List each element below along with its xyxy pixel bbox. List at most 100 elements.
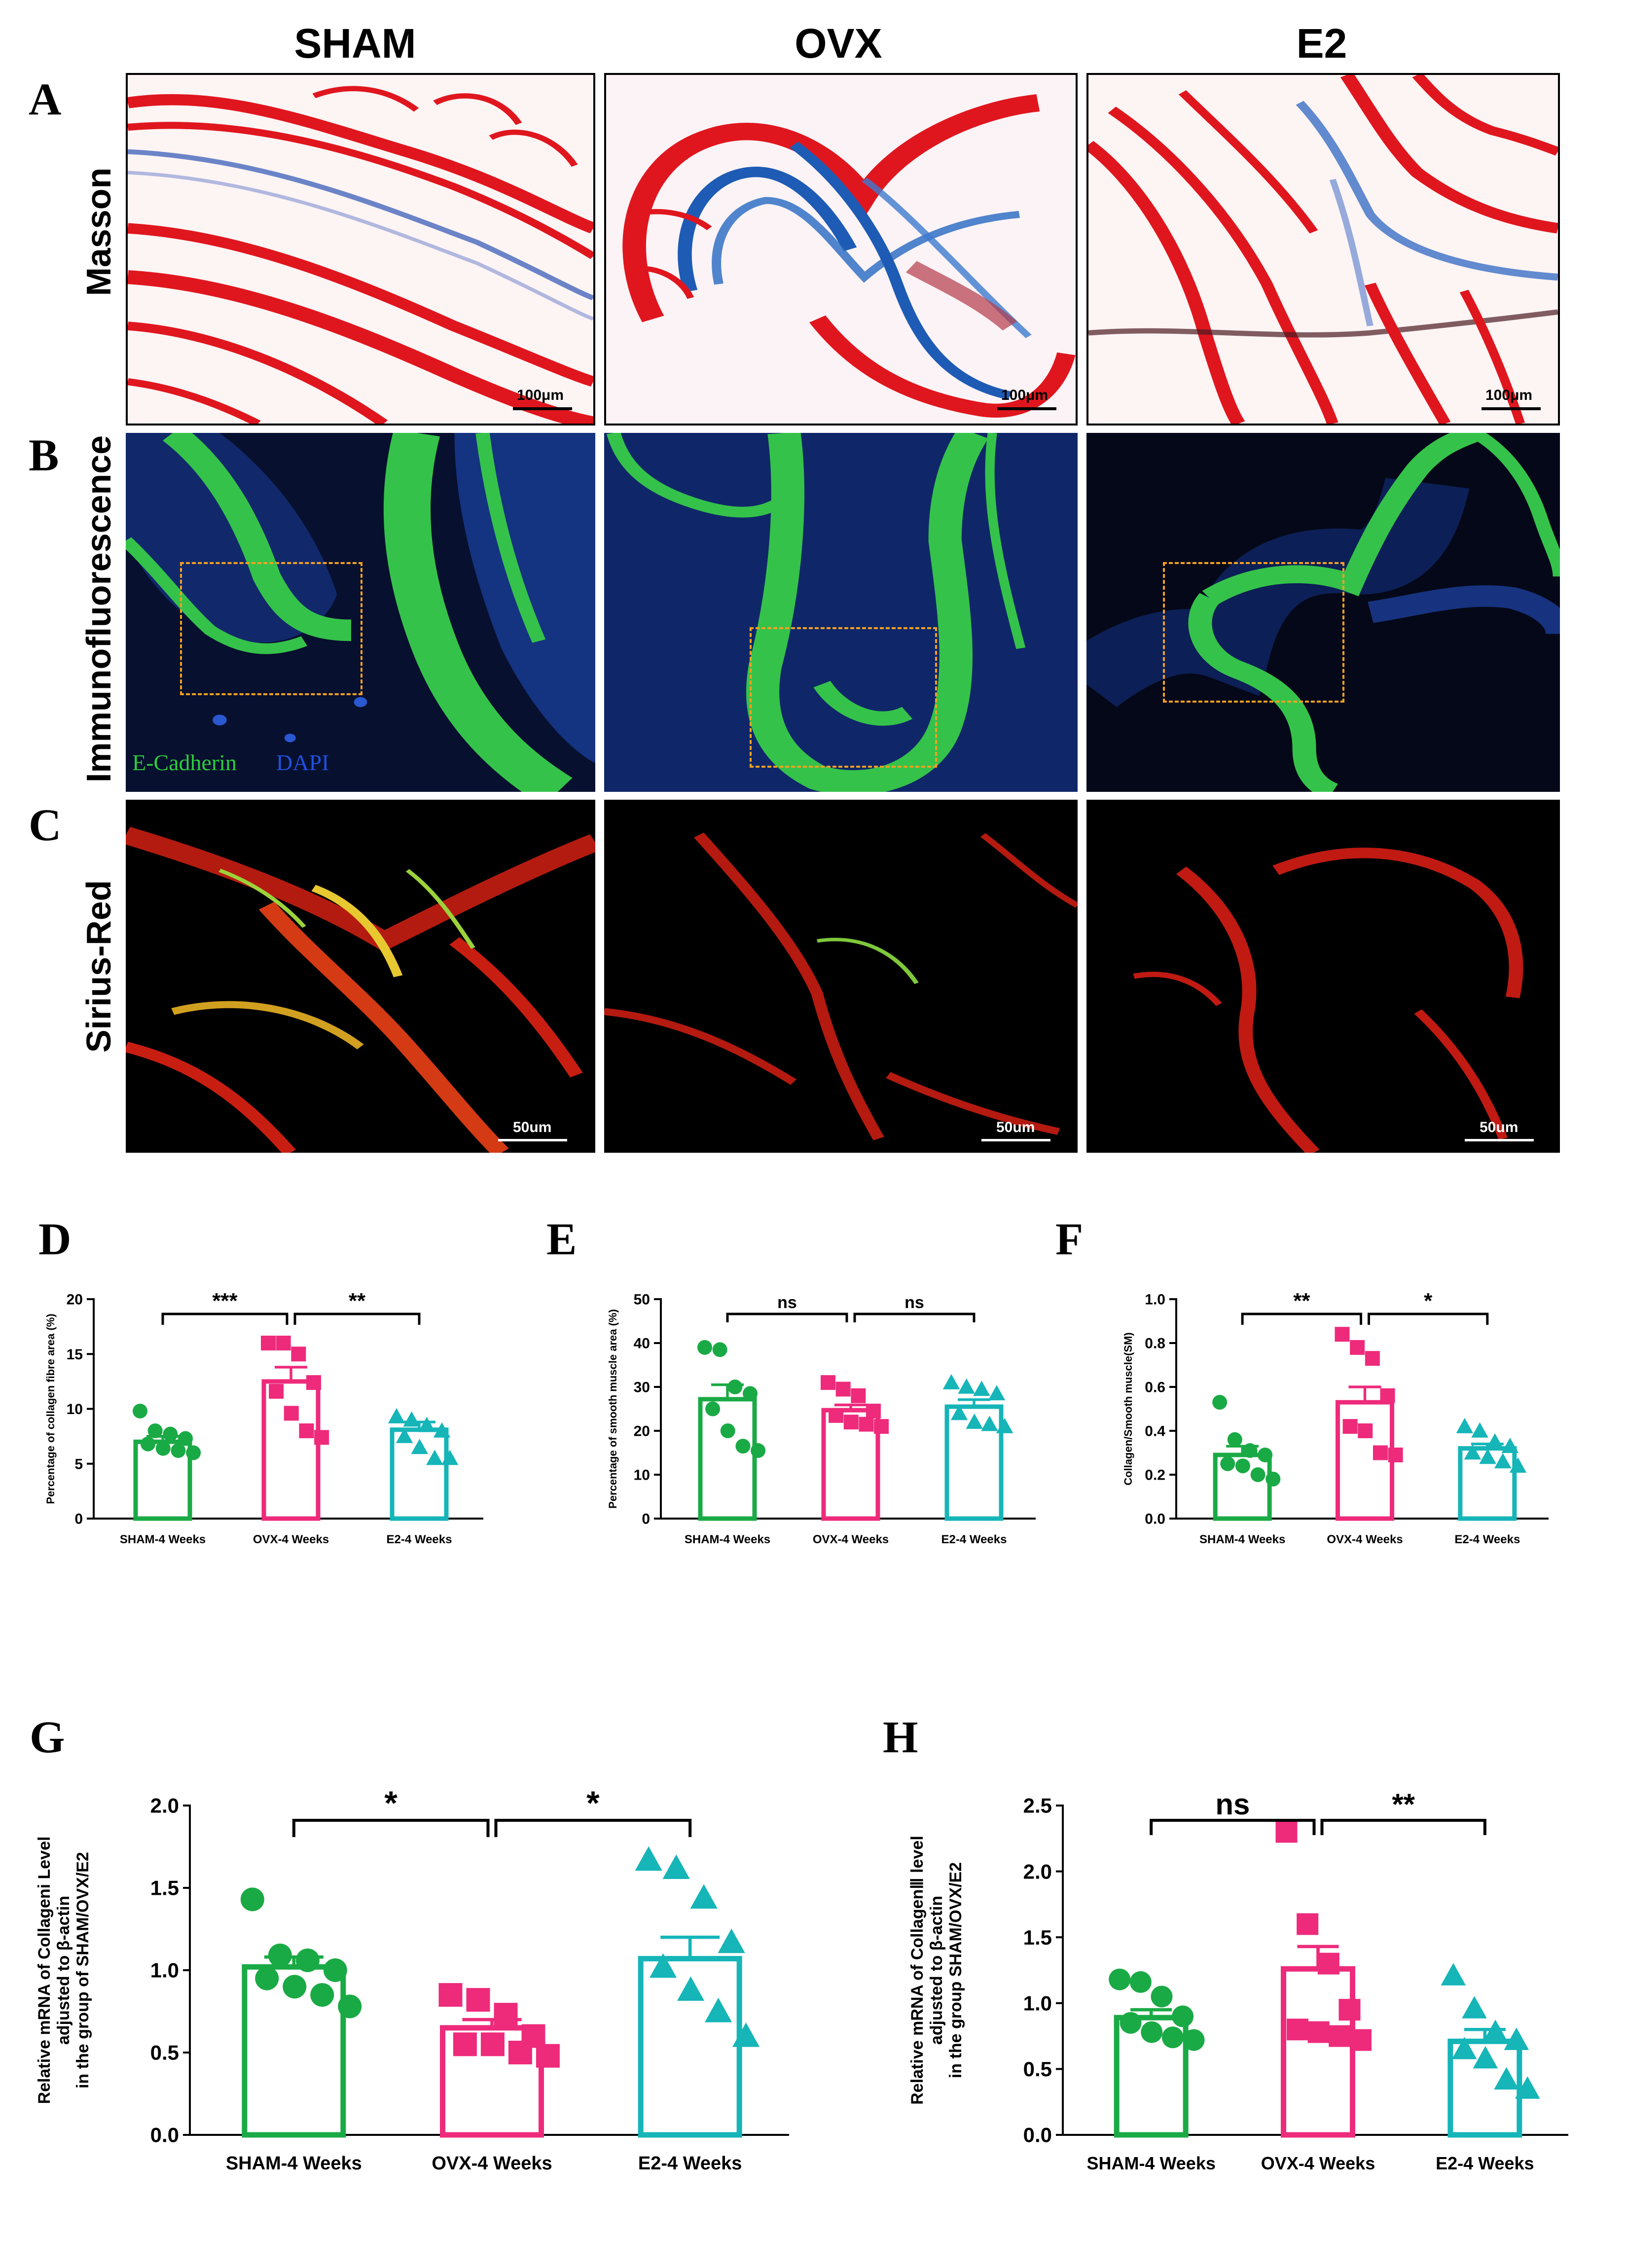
- y-axis-label: Collagen/Smooth muscle(SM): [1122, 1332, 1134, 1485]
- data-point: [133, 1403, 147, 1418]
- y-axis-label: Relative mRNA of Collageni Level: [35, 1837, 54, 2104]
- y-tick-label: 0.4: [1145, 1423, 1165, 1440]
- x-tick-label: SHAM-4 Weeks: [685, 1533, 770, 1546]
- data-point: [299, 1423, 314, 1438]
- data-point: [1338, 1999, 1361, 2021]
- data-point: [1486, 1433, 1504, 1449]
- y-tick-label: 2.5: [1023, 1794, 1052, 1817]
- masson-image-sham: [126, 73, 595, 425]
- data-point: [859, 1417, 874, 1432]
- y-tick-label: 5: [74, 1456, 83, 1472]
- bar: [261, 1379, 321, 1521]
- panel-letter-f: F: [1055, 1214, 1084, 1264]
- significance-label: *: [384, 1784, 398, 1822]
- data-point: [1129, 1971, 1152, 1993]
- data-point: [1380, 1388, 1395, 1403]
- data-point: [1464, 1444, 1482, 1460]
- masson-scale-label-sham: 100μm: [517, 387, 564, 403]
- data-point: [1349, 2029, 1372, 2051]
- y-tick-label: 2.0: [1023, 1860, 1052, 1883]
- row-label-immunofluorescence: Immunofluorescence: [79, 435, 118, 783]
- data-point: [1297, 1913, 1319, 1935]
- data-point: [155, 1441, 171, 1456]
- legend-dapi: DAPI: [276, 750, 329, 775]
- data-point: [310, 1983, 334, 2007]
- data-point: [1473, 2046, 1498, 2069]
- data-point: [966, 1413, 983, 1429]
- sirius-scale-bar-ovx: [981, 1139, 1050, 1141]
- masson-image-ovx: [604, 73, 1078, 425]
- significance-label: **: [1293, 1289, 1310, 1313]
- data-point: [1388, 1447, 1403, 1462]
- y-tick-label: 1.0: [1145, 1292, 1165, 1308]
- data-point: [1212, 1395, 1228, 1410]
- data-point: [418, 1417, 435, 1432]
- data-point: [276, 1336, 291, 1350]
- data-point: [1329, 2025, 1351, 2047]
- data-point: [1172, 2005, 1194, 2027]
- data-point: [295, 1948, 320, 1972]
- data-point: [433, 1422, 451, 1438]
- data-point: [1494, 2067, 1519, 2090]
- data-point: [1220, 1456, 1235, 1471]
- sirius-image-e2: [1086, 800, 1560, 1153]
- y-tick-label: 0.5: [1023, 2057, 1052, 2081]
- data-point: [1227, 1432, 1242, 1447]
- sirius-image-sham: [126, 800, 595, 1153]
- y-axis-label: Relative mRNA of CollagenⅢ level: [908, 1836, 927, 2105]
- data-point: [1161, 2026, 1184, 2049]
- significance-bracket: [726, 1312, 848, 1322]
- data-point: [690, 1884, 718, 1909]
- x-tick-label: SHAM-4 Weeks: [120, 1533, 206, 1546]
- significance-bracket: [853, 1312, 976, 1322]
- y-tick-label: 1.0: [1023, 1992, 1052, 2015]
- x-tick-label: E2-4 Weeks: [387, 1533, 452, 1546]
- y-tick-label: 1.0: [150, 1959, 179, 1982]
- data-point: [1494, 1453, 1512, 1469]
- y-axis-label: in the group of SHAM/OVX/E2: [73, 1852, 92, 2089]
- data-point: [662, 1854, 690, 1879]
- data-point: [396, 1427, 413, 1443]
- data-point: [1335, 1327, 1350, 1342]
- y-tick-label: 30: [634, 1380, 650, 1396]
- y-tick-label: 10: [634, 1467, 650, 1484]
- masson-scale-bar-ovx: [997, 407, 1056, 410]
- y-axis-label: adjusted to β-actin: [927, 1896, 946, 2045]
- data-point: [1342, 1419, 1358, 1434]
- data-point: [635, 1846, 662, 1871]
- y-tick-label: 0: [74, 1511, 83, 1527]
- sirius-scale-label-sham: 50um: [513, 1119, 552, 1135]
- data-point: [494, 2003, 518, 2027]
- data-point: [1515, 2076, 1540, 2099]
- data-point: [178, 1431, 193, 1446]
- data-point: [261, 1336, 276, 1350]
- x-tick-label: SHAM-4 Weeks: [1199, 1533, 1285, 1546]
- data-point: [1183, 2029, 1205, 2051]
- chart-h: 0.0 0.5 1.0 1.5 2.0 2.5 Relative mRNA of Colla…: [908, 1788, 1568, 2173]
- y-tick-label: 10: [67, 1401, 83, 1418]
- data-point: [268, 1943, 292, 1967]
- data-point: [1456, 1418, 1474, 1433]
- x-tick-label: SHAM-4 Weeks: [226, 2153, 362, 2174]
- masson-scale-label-ovx: 100μm: [1001, 387, 1049, 403]
- masson-image-e2: [1086, 73, 1560, 425]
- data-point: [1451, 2037, 1477, 2059]
- data-point: [1235, 1458, 1250, 1474]
- x-tick-label: E2-4 Weeks: [1436, 2153, 1534, 2173]
- legend-e-cadherin: E-Cadherin: [132, 750, 237, 775]
- column-title-ovx: OVX: [795, 20, 882, 67]
- data-point: [171, 1443, 186, 1458]
- data-point: [1242, 1443, 1258, 1458]
- data-point: [426, 1450, 443, 1465]
- data-point: [1286, 2019, 1308, 2041]
- data-point: [958, 1378, 975, 1394]
- data-point: [751, 1443, 766, 1458]
- data-point: [973, 1381, 990, 1396]
- sirius-scale-bar-e2: [1465, 1139, 1534, 1141]
- data-point: [1509, 1457, 1527, 1473]
- data-point: [1441, 1963, 1466, 1985]
- data-point: [453, 2032, 477, 2056]
- data-point: [874, 1419, 889, 1434]
- x-tick-label: E2-4 Weeks: [1454, 1533, 1520, 1546]
- data-point: [1479, 1449, 1496, 1464]
